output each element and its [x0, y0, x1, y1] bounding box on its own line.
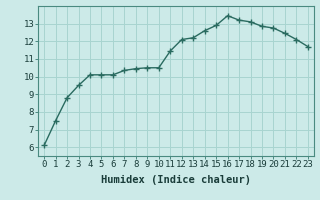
X-axis label: Humidex (Indice chaleur): Humidex (Indice chaleur) — [101, 175, 251, 185]
